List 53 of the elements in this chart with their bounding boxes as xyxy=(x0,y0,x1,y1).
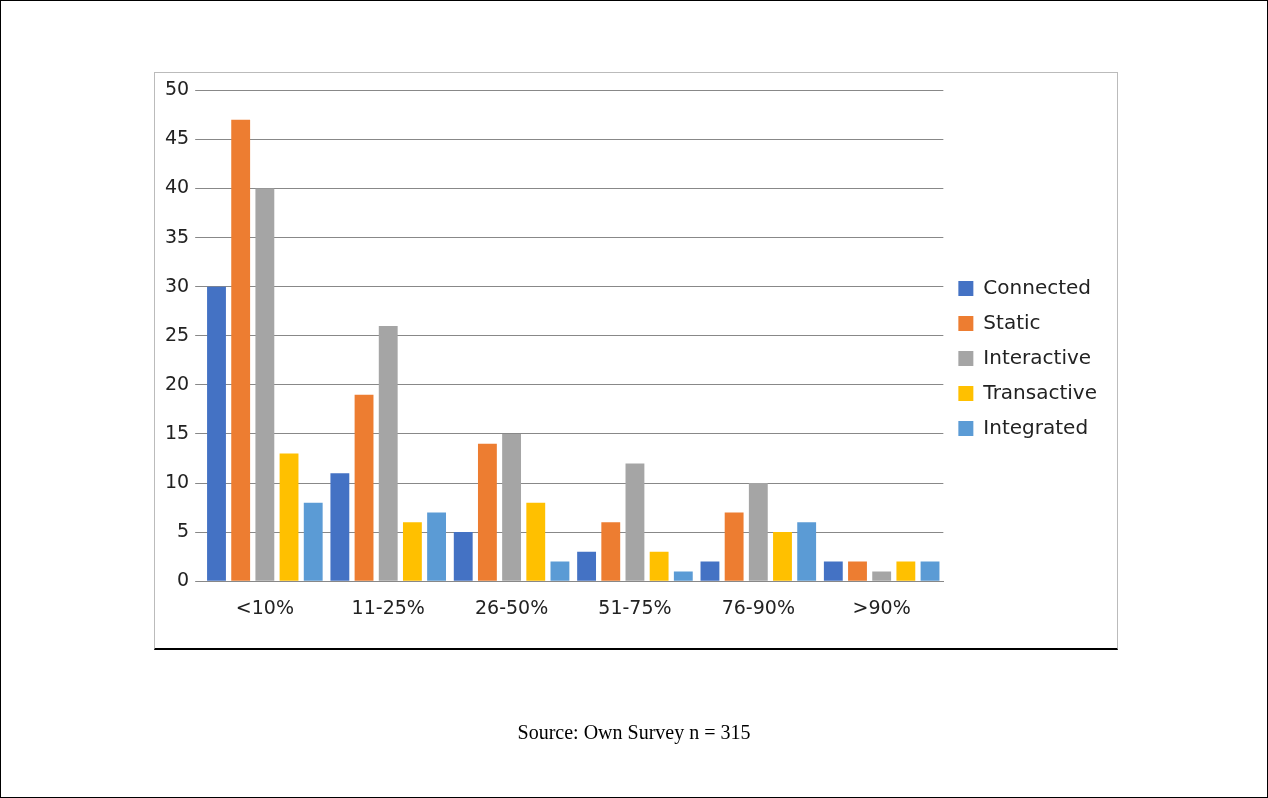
y-tick-label: 35 xyxy=(164,224,190,247)
x-tick-label: 76-90% xyxy=(721,595,795,618)
bar xyxy=(673,571,693,581)
x-tick-label: 51-75% xyxy=(598,595,672,618)
bar xyxy=(453,532,473,581)
x-tick-label: <10% xyxy=(235,595,294,618)
y-tick-label: 40 xyxy=(164,175,190,198)
legend-label: Interactive xyxy=(983,344,1092,369)
y-tick-label: 45 xyxy=(164,126,190,149)
bar xyxy=(748,483,768,581)
y-tick-label: 30 xyxy=(164,273,190,296)
bar xyxy=(625,463,645,581)
bar xyxy=(649,551,669,581)
legend-label: Connected xyxy=(983,274,1092,299)
bar xyxy=(577,551,597,581)
bar xyxy=(207,286,226,581)
y-tick-label: 25 xyxy=(164,322,190,345)
bar xyxy=(231,119,251,581)
bar xyxy=(601,522,621,581)
bar xyxy=(477,443,497,581)
bar xyxy=(378,325,398,581)
bar xyxy=(402,522,422,581)
bar xyxy=(279,453,299,581)
y-tick-label: 50 xyxy=(164,77,190,100)
bar xyxy=(773,532,792,581)
x-tick-label: >90% xyxy=(852,595,911,618)
bar xyxy=(823,561,843,581)
y-tick-label: 10 xyxy=(164,469,190,492)
y-tick-label: 0 xyxy=(177,568,190,591)
x-tick-label: 11-25% xyxy=(351,595,425,618)
bar xyxy=(502,433,522,581)
bar xyxy=(330,473,350,581)
bar xyxy=(724,512,744,581)
bar xyxy=(872,571,892,581)
y-tick-label: 5 xyxy=(177,519,190,542)
bar xyxy=(526,502,546,581)
legend-label: Transactive xyxy=(982,379,1098,404)
x-tick-label: 26-50% xyxy=(474,595,549,618)
legend-label: Integrated xyxy=(983,414,1089,439)
bar xyxy=(797,522,817,581)
bar xyxy=(354,394,374,581)
bar xyxy=(550,561,570,581)
bar xyxy=(427,512,447,581)
bar xyxy=(700,561,720,581)
bar xyxy=(920,561,940,581)
bar xyxy=(848,561,867,581)
y-tick-label: 20 xyxy=(164,371,190,394)
bar xyxy=(255,188,275,581)
y-tick-label: 15 xyxy=(164,420,190,443)
legend-label: Static xyxy=(983,309,1041,334)
bar xyxy=(896,561,916,581)
bar xyxy=(303,502,323,581)
source-note: Source: Own Survey n = 315 xyxy=(516,721,752,744)
